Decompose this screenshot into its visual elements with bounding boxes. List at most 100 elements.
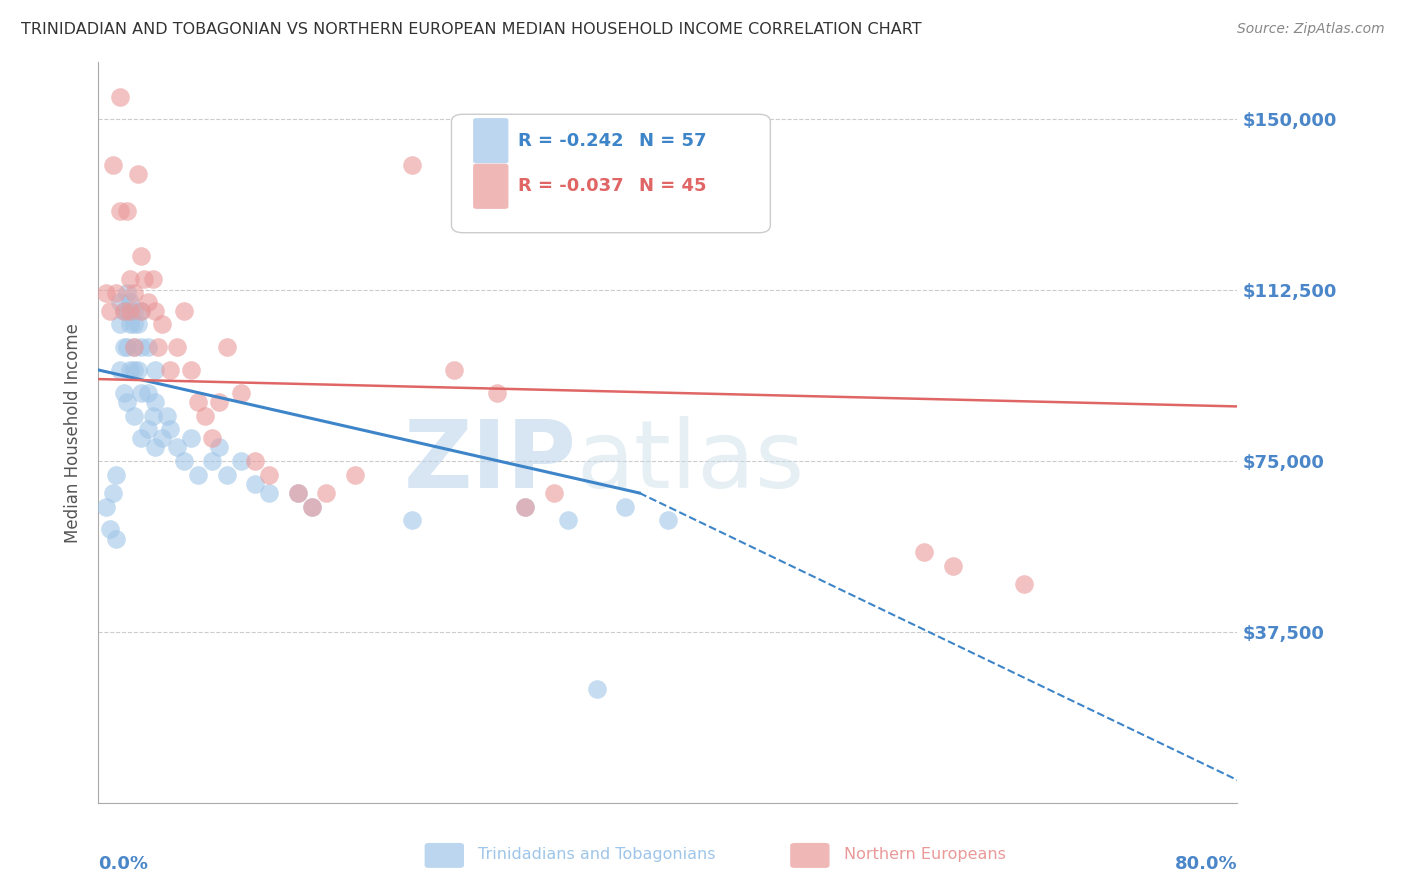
Text: N = 45: N = 45 [640, 178, 707, 195]
Point [101, 158, 124, 172]
Text: 80.0%: 80.0% [1174, 855, 1237, 872]
Point [112, 303, 135, 318]
Point [132, 272, 155, 286]
Text: R = -0.037: R = -0.037 [517, 178, 623, 195]
Point [141, 409, 163, 423]
Point [401, 513, 423, 527]
Point [118, 303, 141, 318]
Point [127, 318, 149, 332]
Point [259, 486, 281, 500]
Point [118, 294, 141, 309]
Point [129, 385, 152, 400]
Point [152, 431, 174, 445]
Point [145, 441, 167, 455]
Point [136, 294, 159, 309]
FancyBboxPatch shape [472, 164, 509, 209]
Point [127, 363, 149, 377]
Point [122, 303, 145, 318]
Point [129, 303, 152, 318]
Point [112, 303, 135, 318]
Point [115, 203, 138, 218]
Point [215, 467, 238, 482]
Point [159, 422, 181, 436]
Point [118, 318, 141, 332]
Point [942, 558, 965, 573]
Point [243, 476, 266, 491]
Point [152, 318, 174, 332]
Point [159, 363, 181, 377]
Text: Trinidadians and Tobagonians: Trinidadians and Tobagonians [478, 847, 716, 862]
Point [108, 294, 131, 309]
Point [156, 409, 179, 423]
Point [180, 431, 202, 445]
Point [115, 285, 138, 300]
Point [104, 467, 127, 482]
Point [1012, 577, 1035, 591]
Point [129, 303, 152, 318]
Point [201, 454, 224, 468]
Point [122, 318, 145, 332]
Point [122, 409, 145, 423]
Point [122, 340, 145, 354]
Point [112, 385, 135, 400]
Text: atlas: atlas [576, 417, 806, 508]
FancyBboxPatch shape [472, 118, 509, 163]
Point [122, 363, 145, 377]
Point [122, 285, 145, 300]
Point [129, 340, 152, 354]
Point [118, 272, 141, 286]
Point [515, 500, 537, 514]
Point [112, 340, 135, 354]
Point [129, 431, 152, 445]
Point [343, 467, 366, 482]
Text: Northern Europeans: Northern Europeans [844, 847, 1005, 862]
Point [136, 422, 159, 436]
Point [166, 340, 188, 354]
Point [98, 523, 121, 537]
Point [115, 303, 138, 318]
Text: N = 57: N = 57 [640, 132, 707, 150]
Point [104, 532, 127, 546]
FancyBboxPatch shape [451, 114, 770, 233]
Point [401, 158, 423, 172]
Point [136, 385, 159, 400]
Point [215, 340, 238, 354]
Point [115, 395, 138, 409]
Text: 0.0%: 0.0% [98, 855, 149, 872]
Point [94, 285, 117, 300]
Point [166, 441, 188, 455]
Point [108, 203, 131, 218]
Point [315, 486, 337, 500]
Point [108, 89, 131, 103]
Point [187, 395, 209, 409]
Point [243, 454, 266, 468]
Point [94, 500, 117, 514]
Point [287, 486, 309, 500]
Point [912, 545, 935, 559]
Point [657, 513, 679, 527]
Y-axis label: Median Household Income: Median Household Income [65, 323, 83, 542]
Text: Source: ZipAtlas.com: Source: ZipAtlas.com [1237, 22, 1385, 37]
Point [443, 363, 465, 377]
Point [101, 486, 124, 500]
Point [543, 486, 565, 500]
Text: TRINIDADIAN AND TOBAGONIAN VS NORTHERN EUROPEAN MEDIAN HOUSEHOLD INCOME CORRELAT: TRINIDADIAN AND TOBAGONIAN VS NORTHERN E… [21, 22, 922, 37]
Point [145, 363, 167, 377]
Point [208, 395, 231, 409]
Point [173, 303, 195, 318]
Point [118, 363, 141, 377]
Point [180, 363, 202, 377]
Point [145, 395, 167, 409]
Point [98, 303, 121, 318]
Point [259, 467, 281, 482]
Point [122, 340, 145, 354]
Point [104, 285, 127, 300]
Point [108, 363, 131, 377]
Point [208, 441, 231, 455]
Point [287, 486, 309, 500]
Point [614, 500, 637, 514]
Point [129, 249, 152, 263]
Point [301, 500, 323, 514]
Point [301, 500, 323, 514]
Point [145, 303, 167, 318]
